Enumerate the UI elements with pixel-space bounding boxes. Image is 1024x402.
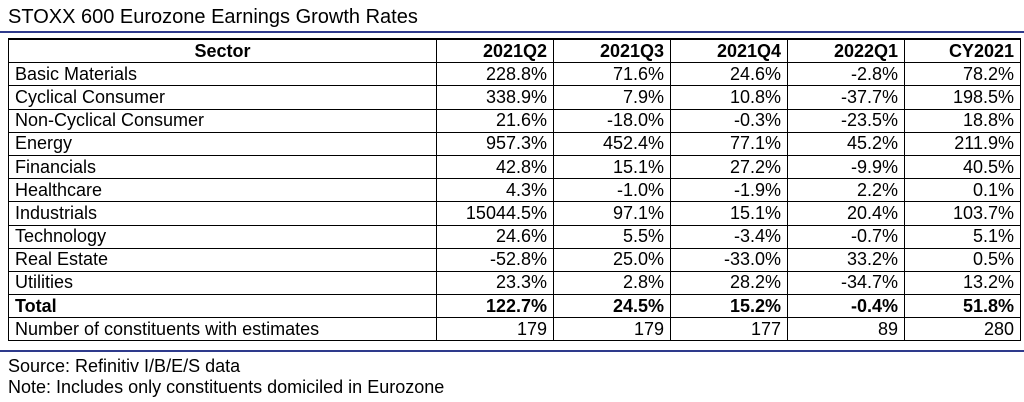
cell-value: 338.9% bbox=[436, 85, 554, 110]
cell-value: 2.2% bbox=[787, 178, 905, 203]
table-row: Real Estate -52.8% 25.0% -33.0% 33.2% 0.… bbox=[8, 247, 1021, 272]
header-2021q4: 2021Q4 bbox=[670, 38, 788, 64]
cell-value: 40.5% bbox=[904, 154, 1021, 180]
cell-value: 23.3% bbox=[436, 270, 554, 296]
total-value: 15.2% bbox=[670, 294, 788, 319]
total-label: Total bbox=[8, 294, 437, 319]
cell-value: 211.9% bbox=[904, 131, 1021, 156]
cell-value: 42.8% bbox=[436, 154, 554, 180]
table-header-row: Sector 2021Q2 2021Q3 2021Q4 2022Q1 CY202… bbox=[8, 38, 1021, 64]
header-2021q2: 2021Q2 bbox=[436, 38, 554, 64]
sector-name: Industrials bbox=[8, 201, 437, 226]
sector-name: Real Estate bbox=[8, 247, 437, 272]
cell-value: 452.4% bbox=[553, 131, 671, 156]
cell-value: -34.7% bbox=[787, 270, 905, 296]
total-row: Total 122.7% 24.5% 15.2% -0.4% 51.8% bbox=[8, 294, 1021, 319]
cell-value: -9.9% bbox=[787, 154, 905, 180]
cell-value: 228.8% bbox=[436, 62, 554, 87]
cell-value: 97.1% bbox=[553, 201, 671, 226]
constituents-row: Number of constituents with estimates 17… bbox=[8, 317, 1021, 342]
table-row: Non-Cyclical Consumer 21.6% -18.0% -0.3%… bbox=[8, 108, 1021, 133]
cell-value: -18.0% bbox=[553, 108, 671, 133]
source-note: Source: Refinitiv I/B/E/S data bbox=[8, 356, 241, 376]
constituents-label: Number of constituents with estimates bbox=[8, 317, 437, 342]
cell-value: -0.3% bbox=[670, 108, 788, 133]
sector-name: Energy bbox=[8, 131, 437, 156]
cell-value: 198.5% bbox=[904, 85, 1021, 110]
cell-value: 20.4% bbox=[787, 201, 905, 226]
table-row: Energy 957.3% 452.4% 77.1% 45.2% 211.9% bbox=[8, 131, 1021, 156]
cell-value: -52.8% bbox=[436, 247, 554, 272]
cell-value: 18.8% bbox=[904, 108, 1021, 133]
cell-value: 4.3% bbox=[436, 178, 554, 203]
header-cy2021: CY2021 bbox=[904, 38, 1021, 64]
cell-value: 27.2% bbox=[670, 154, 788, 180]
cell-value: -1.0% bbox=[553, 178, 671, 203]
cell-value: 0.5% bbox=[904, 247, 1021, 272]
page-title: STOXX 600 Eurozone Earnings Growth Rates bbox=[8, 6, 418, 28]
sector-name: Healthcare bbox=[8, 178, 437, 203]
table-row: Cyclical Consumer 338.9% 7.9% 10.8% -37.… bbox=[8, 85, 1021, 110]
cell-value: 21.6% bbox=[436, 108, 554, 133]
sector-name: Basic Materials bbox=[8, 62, 437, 87]
cell-value: 0.1% bbox=[904, 178, 1021, 203]
table-row: Basic Materials 228.8% 71.6% 24.6% -2.8%… bbox=[8, 62, 1021, 87]
header-2022q1: 2022Q1 bbox=[787, 38, 905, 64]
cell-value: 5.1% bbox=[904, 224, 1021, 249]
constituents-count: 89 bbox=[787, 317, 905, 342]
cell-value: 7.9% bbox=[553, 85, 671, 110]
cell-value: 25.0% bbox=[553, 247, 671, 272]
cell-value: 15044.5% bbox=[436, 201, 554, 226]
cell-value: 13.2% bbox=[904, 270, 1021, 296]
cell-value: 33.2% bbox=[787, 247, 905, 272]
cell-value: 103.7% bbox=[904, 201, 1021, 226]
table-row: Industrials 15044.5% 97.1% 15.1% 20.4% 1… bbox=[8, 201, 1021, 226]
total-value: 51.8% bbox=[904, 294, 1021, 319]
cell-value: -37.7% bbox=[787, 85, 905, 110]
table-row: Financials 42.8% 15.1% 27.2% -9.9% 40.5% bbox=[8, 154, 1021, 180]
cell-value: 15.1% bbox=[670, 201, 788, 226]
constituents-count: 280 bbox=[904, 317, 1021, 342]
cell-value: -2.8% bbox=[787, 62, 905, 87]
table-row: Utilities 23.3% 2.8% 28.2% -34.7% 13.2% bbox=[8, 270, 1021, 296]
header-2021q3: 2021Q3 bbox=[553, 38, 671, 64]
constituents-count: 177 bbox=[670, 317, 788, 342]
cell-value: 77.1% bbox=[670, 131, 788, 156]
sector-name: Technology bbox=[8, 224, 437, 249]
top-divider bbox=[0, 31, 1024, 33]
cell-value: 2.8% bbox=[553, 270, 671, 296]
table-row: Healthcare 4.3% -1.0% -1.9% 2.2% 0.1% bbox=[8, 178, 1021, 203]
cell-value: 15.1% bbox=[553, 154, 671, 180]
total-value: -0.4% bbox=[787, 294, 905, 319]
total-value: 122.7% bbox=[436, 294, 554, 319]
footnotes: Source: Refinitiv I/B/E/S data Note: Inc… bbox=[8, 356, 444, 398]
cell-value: -1.9% bbox=[670, 178, 788, 203]
cell-value: 24.6% bbox=[670, 62, 788, 87]
cell-value: 10.8% bbox=[670, 85, 788, 110]
cell-value: -3.4% bbox=[670, 224, 788, 249]
cell-value: 71.6% bbox=[553, 62, 671, 87]
cell-value: 5.5% bbox=[553, 224, 671, 249]
cell-value: -23.5% bbox=[787, 108, 905, 133]
table-row: Technology 24.6% 5.5% -3.4% -0.7% 5.1% bbox=[8, 224, 1021, 249]
sector-name: Non-Cyclical Consumer bbox=[8, 108, 437, 133]
domicile-note: Note: Includes only constituents domicil… bbox=[8, 377, 445, 397]
sector-name: Cyclical Consumer bbox=[8, 85, 437, 110]
earnings-growth-table: Sector 2021Q2 2021Q3 2021Q4 2022Q1 CY202… bbox=[8, 38, 1021, 342]
constituents-count: 179 bbox=[553, 317, 671, 342]
cell-value: 24.6% bbox=[436, 224, 554, 249]
cell-value: 45.2% bbox=[787, 131, 905, 156]
sector-name: Financials bbox=[8, 154, 437, 180]
sector-name: Utilities bbox=[8, 270, 437, 296]
cell-value: 957.3% bbox=[436, 131, 554, 156]
cell-value: -0.7% bbox=[787, 224, 905, 249]
cell-value: 28.2% bbox=[670, 270, 788, 296]
total-value: 24.5% bbox=[553, 294, 671, 319]
cell-value: -33.0% bbox=[670, 247, 788, 272]
constituents-count: 179 bbox=[436, 317, 554, 342]
header-sector: Sector bbox=[8, 38, 437, 64]
cell-value: 78.2% bbox=[904, 62, 1021, 87]
bottom-divider bbox=[0, 350, 1024, 352]
